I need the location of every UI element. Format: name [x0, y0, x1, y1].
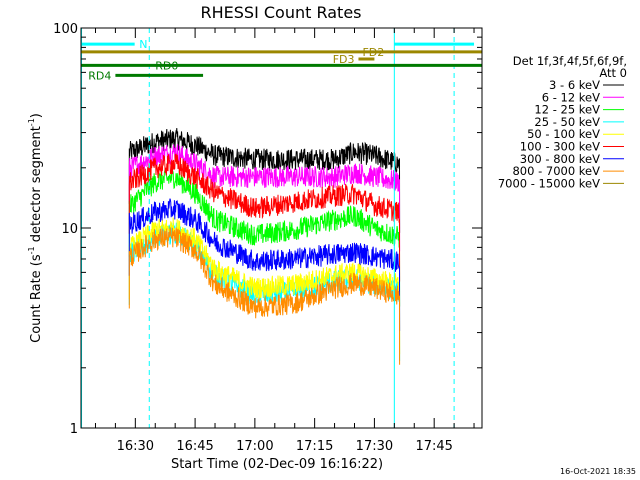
legend-title-line1: Det 1f,3f,4f,5f,6f,9f,	[513, 54, 627, 68]
x-tick-label-1715: 17:15	[296, 439, 333, 454]
plot-area: N FD2 FD3 RD0 RD4	[81, 28, 482, 428]
y-axis-label-sup2: -1	[27, 118, 36, 126]
x-tick-label-1700: 17:00	[236, 439, 273, 454]
series-line-7	[128, 198, 401, 331]
y-axis-label-end: )	[29, 113, 44, 118]
flag-label-rd0: RD0	[155, 59, 178, 72]
x-tick-label-1730: 17:30	[356, 439, 393, 454]
series-line-8	[128, 225, 401, 365]
legend-entry-4: 25 - 50 keV	[534, 115, 600, 129]
axes: 1 10 100 16:30 16:45 17:00 17:15 17:30 17:45	[53, 22, 482, 454]
y-tick-label-10: 10	[61, 222, 78, 237]
flag-label-fd2: FD2	[362, 46, 384, 59]
x-tick-label-1630: 16:30	[117, 439, 154, 454]
x-tick-label-1745: 17:45	[415, 439, 452, 454]
legend-entry-9: 7000 - 15000 keV	[498, 176, 600, 190]
series-line-6	[128, 153, 401, 282]
series-line-3	[128, 168, 401, 307]
legend-entry-8: 800 - 7000 keV	[512, 164, 600, 178]
legend-entry-6: 100 - 300 keV	[520, 140, 600, 154]
chart-title: RHESSI Count Rates	[201, 3, 362, 22]
series-line-2	[128, 144, 401, 252]
legend-entry-1: 3 - 6 keV	[549, 78, 600, 92]
y-tick-label-100: 100	[53, 22, 78, 37]
y-axis-label-sup1: -1	[27, 246, 36, 254]
y-axis-label: Count Rate (s-1 detector segment-1)	[27, 113, 44, 343]
flag-label-n: N	[139, 38, 147, 51]
legend-entry-2: 6 - 12 keV	[542, 90, 600, 104]
footer-timestamp: 16-Oct-2021 18:35	[560, 467, 636, 476]
y-axis-label-main: Count Rate (s	[29, 254, 44, 343]
legend-title-line2: Att 0	[599, 66, 627, 80]
flag-label-fd3: FD3	[333, 53, 355, 66]
x-tick-label-1645: 16:45	[176, 439, 213, 454]
flag-label-rd4: RD4	[88, 69, 111, 82]
series-line-1	[128, 128, 401, 233]
legend-entry-5: 50 - 100 keV	[527, 127, 600, 141]
legend-entry-7: 300 - 800 keV	[520, 152, 600, 166]
y-tick-label-1: 1	[70, 422, 78, 437]
x-axis-label: Start Time (02-Dec-09 16:16:22)	[171, 457, 383, 472]
legend: Det 1f,3f,4f,5f,6f,9f, Att 0 3 - 6 keV6 …	[498, 54, 627, 190]
y-axis-label-mid: detector segment	[29, 126, 44, 246]
legend-entry-3: 12 - 25 keV	[534, 103, 600, 117]
